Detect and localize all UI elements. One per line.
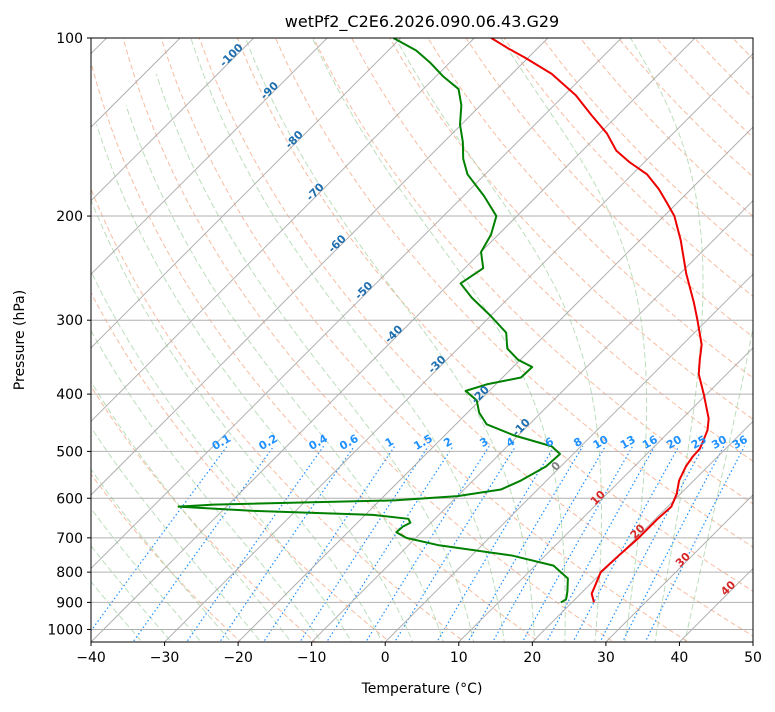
x-tick-label: 30 bbox=[597, 650, 615, 666]
axes bbox=[90, 37, 754, 643]
moist-adiabat-line bbox=[91, 270, 353, 642]
y-tick-label: 100 bbox=[56, 31, 83, 47]
isotherm-line bbox=[91, 38, 549, 496]
y-tick-label: 800 bbox=[56, 565, 83, 581]
y-tick-label: 500 bbox=[56, 444, 83, 460]
dry-adiabat-line bbox=[389, 38, 753, 420]
moist-adiabat-line bbox=[91, 580, 143, 642]
dry-adiabat-line bbox=[465, 38, 753, 338]
temperature-profile-line bbox=[490, 38, 710, 603]
dewpoint-profile-line bbox=[177, 38, 569, 604]
dry-adiabat-line bbox=[122, 38, 615, 642]
x-tick-label: −10 bbox=[297, 650, 327, 666]
dry-adiabat-line bbox=[503, 38, 753, 297]
x-tick-label: 10 bbox=[450, 650, 468, 666]
isotherm-line bbox=[163, 52, 753, 642]
isotherm-line bbox=[91, 38, 181, 128]
moist-adiabat-line bbox=[91, 468, 232, 642]
isotherm-line bbox=[91, 38, 623, 570]
tick-labels: −40 −30 −20 −10 0 10 20 30 40 50 100 200 300 400 500 60… bbox=[47, 31, 762, 666]
axes-frame bbox=[90, 37, 754, 643]
dry-adiabat-line bbox=[351, 38, 753, 462]
mixing-ratio-line bbox=[262, 445, 396, 642]
isotherm-line bbox=[91, 38, 255, 202]
x-tick-label: 20 bbox=[523, 650, 541, 666]
y-tick-label: 1000 bbox=[47, 622, 83, 638]
y-tick-label: 600 bbox=[56, 491, 83, 507]
moist-adiabat-line bbox=[190, 38, 505, 642]
isotherm-line bbox=[91, 38, 476, 423]
dry-adiabat-line bbox=[91, 291, 391, 642]
isotherm-line bbox=[91, 38, 696, 642]
moist-adiabat-line bbox=[125, 105, 444, 642]
x-tick-label: 40 bbox=[671, 650, 689, 666]
isotherm-line bbox=[384, 273, 753, 642]
isotherm-line bbox=[310, 199, 753, 642]
isotherm-line bbox=[237, 126, 753, 642]
moist-adiabat-line bbox=[91, 426, 262, 642]
x-tick-label: −20 bbox=[223, 650, 253, 666]
dry-adiabat-line bbox=[236, 38, 753, 592]
chart-title: wetPf2_C2E6.2026.090.06.43.G29 bbox=[285, 12, 559, 32]
moist-adiabat-line bbox=[91, 380, 292, 642]
x-tick-label: 0 bbox=[381, 650, 390, 666]
y-tick-label: 400 bbox=[56, 387, 83, 403]
y-tick-label: 700 bbox=[56, 531, 83, 547]
dry-adiabat-line bbox=[91, 60, 540, 642]
mixing-ratio-line bbox=[644, 445, 746, 642]
moist-adiabat-line bbox=[91, 545, 173, 642]
dry-adiabat-line bbox=[91, 385, 317, 642]
isotherm-line bbox=[91, 38, 328, 275]
moist-adiabat-line bbox=[91, 329, 322, 642]
isotherm-line bbox=[458, 347, 753, 642]
mixing-ratio-line bbox=[219, 445, 355, 642]
moist-adiabat-line bbox=[91, 507, 202, 642]
x-axis-label: Temperature (°C) bbox=[361, 681, 483, 697]
dry-adiabat-line bbox=[91, 187, 466, 642]
y-tick-label: 200 bbox=[56, 209, 83, 225]
x-tick-label: 50 bbox=[744, 650, 762, 666]
y-axis-label: Pressure (hPa) bbox=[12, 290, 28, 390]
x-tick-label: −40 bbox=[76, 650, 106, 666]
isotherm-line bbox=[605, 494, 753, 642]
y-tick-label: 300 bbox=[56, 313, 83, 329]
x-tick-label: −30 bbox=[150, 650, 180, 666]
moist-adiabat-line bbox=[91, 198, 383, 642]
mixing-ratio-line bbox=[621, 445, 725, 642]
y-tick-label: 900 bbox=[56, 595, 83, 611]
isotherm-line bbox=[91, 38, 402, 349]
dry-adiabat-line bbox=[198, 38, 753, 637]
moist-adiabat-line bbox=[155, 73, 475, 642]
